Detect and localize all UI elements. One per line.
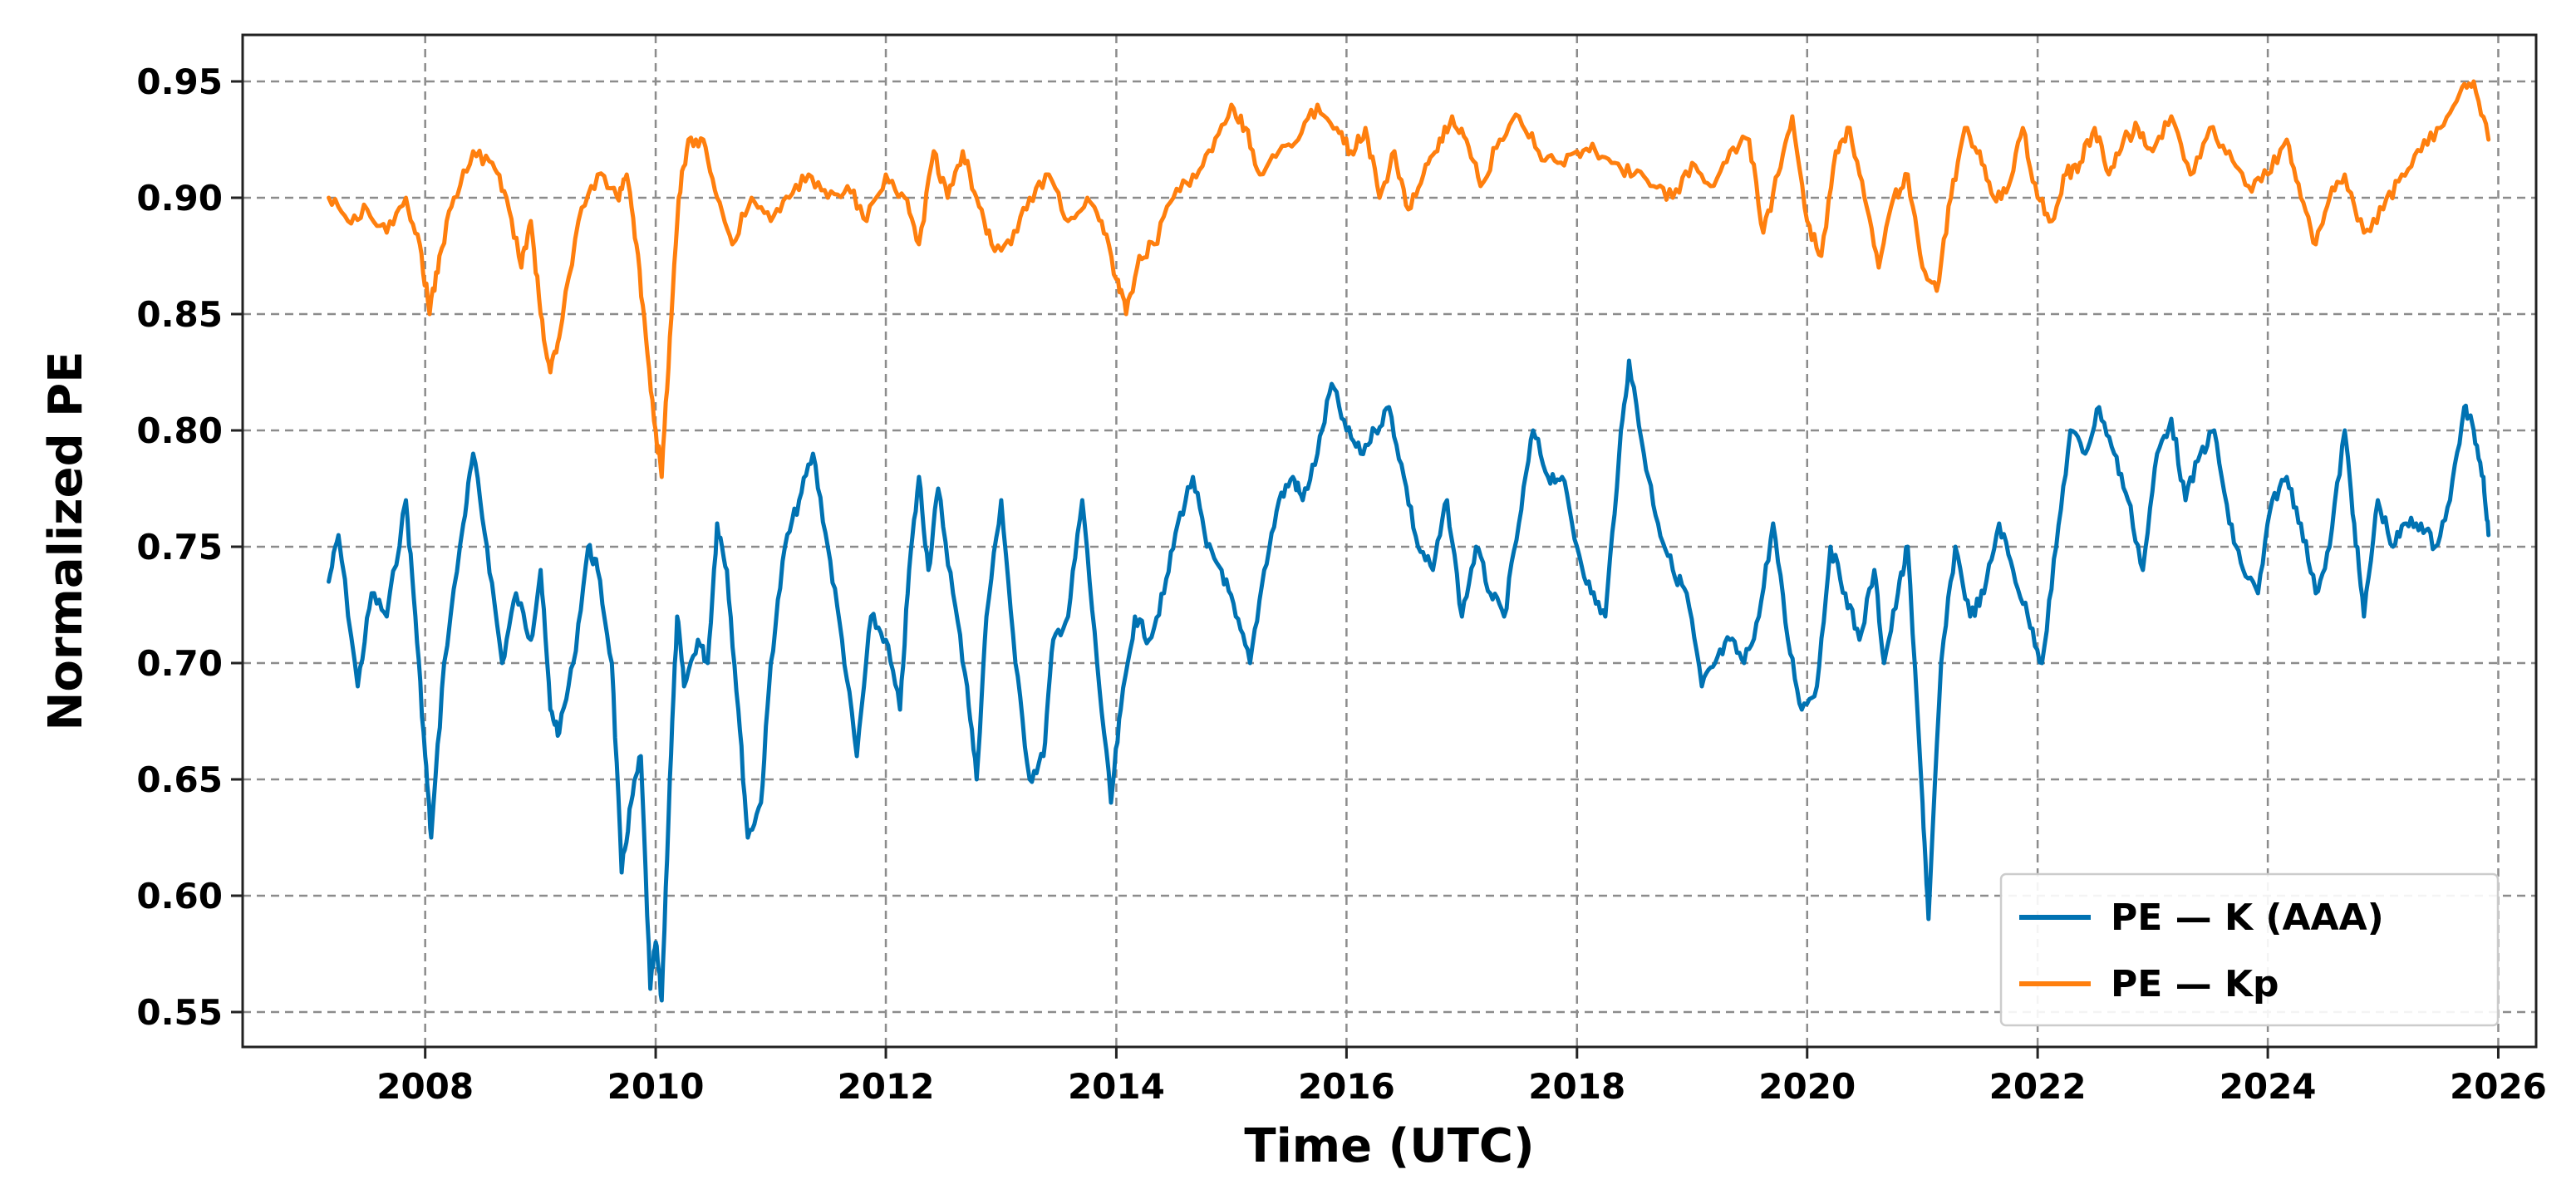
y-tick-label-0.85: 0.85 — [136, 294, 223, 335]
y-tick-label-0.70: 0.70 — [136, 643, 223, 684]
y-axis-ticks: 0.55 0.60 0.65 0.70 0.75 0.80 0.85 0.90 0.95 — [136, 61, 243, 1033]
x-tick-label-2018: 2018 — [1528, 1066, 1625, 1107]
y-tick-label-0.65: 0.65 — [136, 759, 223, 800]
y-tick-label-0.55: 0.55 — [136, 992, 223, 1033]
plot-frame — [241, 33, 2538, 1049]
x-tick-label-2010: 2010 — [607, 1066, 705, 1107]
x-tick-label-2008: 2008 — [376, 1066, 474, 1107]
y-tick-label-0.90: 0.90 — [136, 178, 223, 219]
y-tick-label-0.95: 0.95 — [136, 61, 223, 102]
legend: PE — K (AAA) PE — Kp — [1999, 872, 2500, 1027]
y-axis-title: Normalized PE — [39, 351, 93, 731]
legend-label-pe-kp: PE — Kp — [2111, 963, 2279, 1005]
x-axis-ticks: 2008 2010 2012 2014 2016 2018 2020 2022 2024 2026 — [376, 1047, 2547, 1107]
x-tick-label-2026: 2026 — [2450, 1066, 2547, 1107]
x-tick-label-2012: 2012 — [838, 1066, 935, 1107]
x-tick-label-2014: 2014 — [1068, 1066, 1165, 1107]
grid — [243, 35, 2536, 1047]
x-tick-label-2024: 2024 — [2220, 1066, 2317, 1107]
y-tick-label-0.60: 0.60 — [136, 876, 223, 916]
legend-label-pe-k-aaa: PE — K (AAA) — [2111, 897, 2384, 939]
series-line-pe-kp — [327, 79, 2491, 479]
y-tick-label-0.75: 0.75 — [136, 527, 223, 568]
x-tick-label-2022: 2022 — [1989, 1066, 2087, 1107]
legend-box — [1999, 872, 2500, 1027]
series-line-pe-k-aaa — [327, 358, 2491, 1003]
x-axis-title: Time (UTC) — [1244, 1119, 1534, 1173]
x-tick-label-2020: 2020 — [1758, 1066, 1856, 1107]
y-tick-label-0.80: 0.80 — [136, 410, 223, 451]
series-lines — [327, 79, 2491, 1003]
x-tick-label-2016: 2016 — [1298, 1066, 1395, 1107]
